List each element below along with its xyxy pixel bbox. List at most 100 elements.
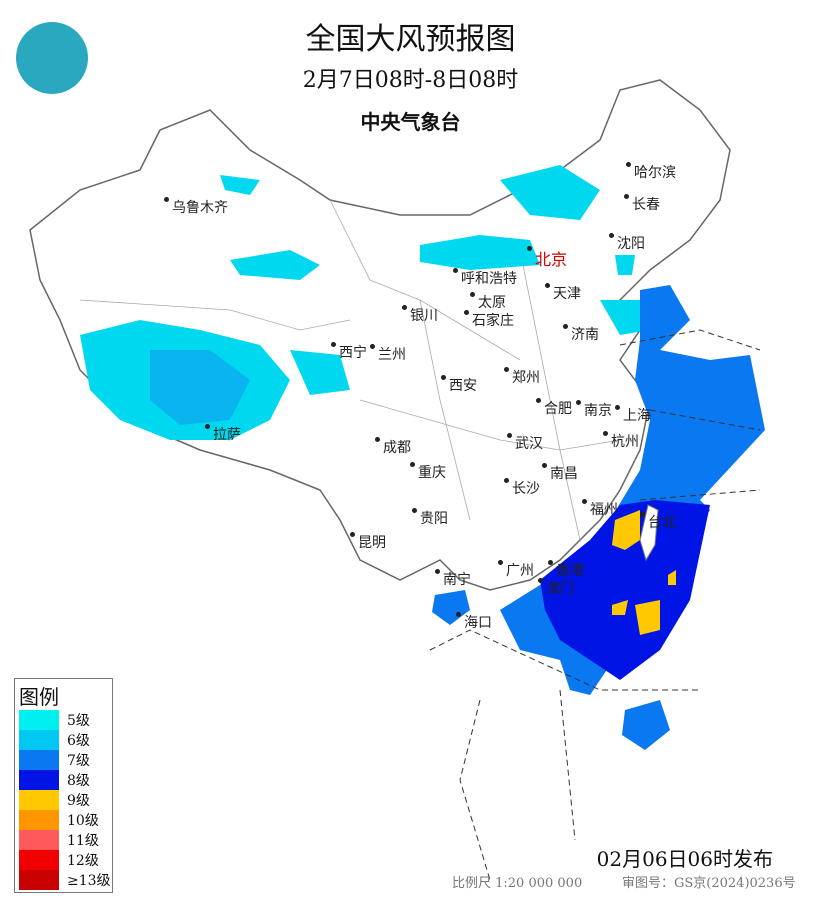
city-label: 长春 bbox=[632, 197, 660, 213]
city-marker-icon bbox=[456, 612, 461, 617]
city-label: 武汉 bbox=[515, 436, 543, 452]
cma-logo bbox=[16, 22, 88, 94]
city-marker-icon bbox=[504, 367, 509, 372]
legend-label: 6级 bbox=[67, 733, 90, 749]
city-marker-icon bbox=[626, 162, 631, 167]
city-marker-icon bbox=[375, 437, 380, 442]
city-label: 合肥 bbox=[544, 401, 572, 417]
city-label: 郑州 bbox=[512, 370, 540, 386]
city-label: 兰州 bbox=[378, 347, 406, 363]
valid-period: 2月7日08时-8日08时 bbox=[302, 68, 519, 93]
city-label: 贵阳 bbox=[420, 511, 448, 527]
city-marker-icon bbox=[624, 194, 629, 199]
city-label: 银川 bbox=[410, 308, 438, 324]
city-marker-icon bbox=[545, 283, 550, 288]
issuer: 中央气象台 bbox=[360, 110, 461, 134]
wind-area-level5-6 bbox=[80, 165, 650, 440]
legend-item: 7级 bbox=[15, 750, 112, 770]
city-marker-icon bbox=[410, 462, 415, 467]
city-label: 石家庄 bbox=[472, 313, 514, 329]
review-number: 审图号：GS京(2024)0236号 bbox=[622, 876, 796, 891]
legend-label: 9级 bbox=[67, 793, 90, 809]
city-label: 成都 bbox=[383, 440, 411, 456]
sea-area-boundaries bbox=[429, 329, 761, 881]
city-marker-icon bbox=[536, 398, 541, 403]
legend-item: ≥13级 bbox=[15, 870, 112, 890]
city-label: 海口 bbox=[464, 615, 492, 631]
taiwan-island bbox=[639, 504, 659, 562]
city-label: 重庆 bbox=[418, 465, 446, 481]
city-marker-icon bbox=[563, 324, 568, 329]
city-marker-icon bbox=[548, 560, 553, 565]
city-marker-icon bbox=[453, 268, 458, 273]
city-label: 台北 bbox=[648, 515, 676, 531]
city-label: 香港 bbox=[556, 563, 584, 579]
city-marker-icon bbox=[504, 478, 509, 483]
city-label: 西宁 bbox=[339, 345, 367, 361]
legend-title: 图例 bbox=[19, 685, 59, 709]
city-marker-icon bbox=[603, 431, 608, 436]
city-label: 哈尔滨 bbox=[634, 165, 676, 181]
city-label: 南昌 bbox=[550, 466, 578, 482]
city-label: 长沙 bbox=[512, 481, 540, 497]
city-label: 北京 bbox=[535, 250, 568, 269]
city-marker-icon bbox=[164, 197, 169, 202]
city-label: 上海 bbox=[623, 408, 651, 424]
city-label: 天津 bbox=[553, 286, 581, 302]
legend-label: 5级 bbox=[67, 713, 90, 729]
legend-swatch bbox=[19, 790, 59, 810]
issue-time: 02月06日06时发布 bbox=[596, 847, 773, 871]
legend-swatch bbox=[19, 830, 59, 850]
city-marker-icon bbox=[435, 569, 440, 574]
city-label: 乌鲁木齐 bbox=[172, 200, 228, 216]
city-label: 福州 bbox=[590, 502, 618, 518]
legend-item: 8级 bbox=[15, 770, 112, 790]
legend-label: 10级 bbox=[67, 813, 99, 829]
city-marker-icon bbox=[464, 310, 469, 315]
legend-label: ≥13级 bbox=[67, 873, 111, 889]
wind-area-level8 bbox=[540, 500, 710, 680]
legend-item: 12级 bbox=[15, 850, 112, 870]
legend-swatch bbox=[19, 750, 59, 770]
city-label: 广州 bbox=[506, 563, 534, 579]
city-marker-icon bbox=[350, 532, 355, 537]
city-label: 太原 bbox=[478, 295, 506, 311]
legend-label: 12级 bbox=[67, 853, 99, 869]
city-marker-icon bbox=[609, 233, 614, 238]
city-marker-icon bbox=[640, 512, 645, 517]
province-boundaries bbox=[79, 199, 621, 541]
legend-label: 8级 bbox=[67, 773, 90, 789]
legend-label: 7级 bbox=[67, 753, 90, 769]
city-marker-icon bbox=[441, 375, 446, 380]
legend-label: 11级 bbox=[67, 833, 99, 849]
legend-item: 11级 bbox=[15, 830, 112, 850]
city-marker-icon bbox=[412, 508, 417, 513]
city-label: 沈阳 bbox=[617, 236, 645, 252]
city-label: 西安 bbox=[449, 378, 477, 394]
city-label: 杭州 bbox=[611, 434, 639, 450]
legend-swatch bbox=[19, 850, 59, 870]
legend-item: 5级 bbox=[15, 710, 112, 730]
city-marker-icon bbox=[507, 433, 512, 438]
legend-swatch bbox=[19, 810, 59, 830]
legend-swatch bbox=[19, 870, 59, 890]
legend-item: 10级 bbox=[15, 810, 112, 830]
city-label: 昆明 bbox=[358, 535, 386, 551]
city-marker-icon bbox=[527, 246, 532, 251]
legend-item: 6级 bbox=[15, 730, 112, 750]
city-marker-icon bbox=[402, 305, 407, 310]
city-marker-icon bbox=[615, 405, 620, 410]
city-marker-icon bbox=[542, 463, 547, 468]
map-scale: 比例尺 1:20 000 000 bbox=[452, 876, 583, 891]
city-label: 呼和浩特 bbox=[461, 271, 517, 287]
legend-swatch bbox=[19, 730, 59, 750]
city-marker-icon bbox=[576, 400, 581, 405]
city-label: 拉萨 bbox=[213, 427, 241, 443]
city-marker-icon bbox=[582, 499, 587, 504]
city-marker-icon bbox=[370, 344, 375, 349]
legend-swatch bbox=[19, 710, 59, 730]
wind-area-level9 bbox=[612, 510, 676, 635]
city-label: 南宁 bbox=[443, 572, 471, 588]
